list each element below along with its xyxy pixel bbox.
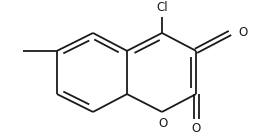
Text: Cl: Cl (156, 1, 168, 14)
Text: O: O (238, 26, 247, 39)
Text: O: O (191, 122, 201, 135)
Text: O: O (158, 117, 168, 130)
